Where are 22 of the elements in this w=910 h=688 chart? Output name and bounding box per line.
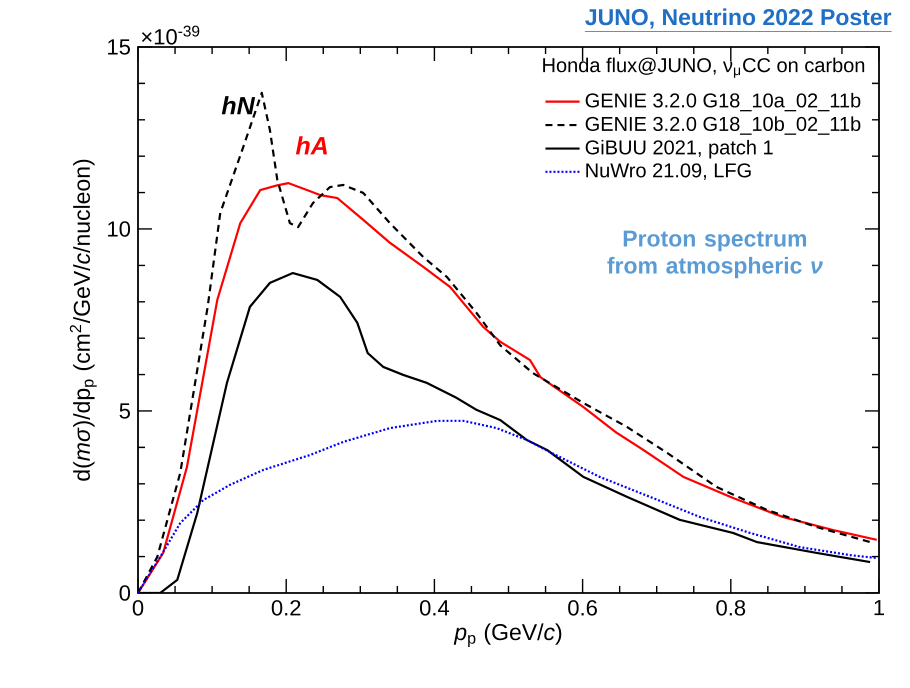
- text: ×10$^{-39}$: [142, 26, 200, 45]
- y-tick-label: 0: [120, 585, 130, 601]
- legend-label: GENIE 3.2.0 G18_10b_02_11b: [586, 116, 860, 135]
- x-tick-label: 0.6: [568, 600, 597, 616]
- x-tick-label: 0.4: [420, 600, 450, 616]
- chart-title: JUNO, Neutrino 2022 Poster: [585, 8, 892, 29]
- x-tick-label: 0.8: [716, 600, 746, 616]
- x-tick-label: 0: [132, 600, 144, 616]
- y-tick-label: 5: [120, 403, 130, 419]
- annotation: hN: [222, 96, 256, 114]
- legend-title: Honda flux@JUNO, ν$_{μ}$CC on carbon: [543, 58, 864, 78]
- x-tick-label: 1: [874, 600, 884, 616]
- legend-label: GiBUU 2021, patch 1: [586, 140, 773, 158]
- x-axis-title: p$_{p}$ (GeV/c): [454, 623, 562, 647]
- annotation: hA: [296, 136, 327, 154]
- annotation: Proton spectrum from atmospheric ν: [607, 230, 823, 278]
- y-tick-label: 15: [108, 39, 130, 55]
- x-tick-label: 0.2: [272, 600, 300, 616]
- text: d(mσ)/dp$_{p}$ (cm$^{2}$/GeV/c/nucleon): [70, 160, 97, 481]
- legend-label: GENIE 3.2.0 G18_10a_02_11b: [586, 92, 860, 112]
- legend-label: NuWro 21.09, LFG: [586, 163, 751, 180]
- y-tick-label: 10: [108, 221, 130, 237]
